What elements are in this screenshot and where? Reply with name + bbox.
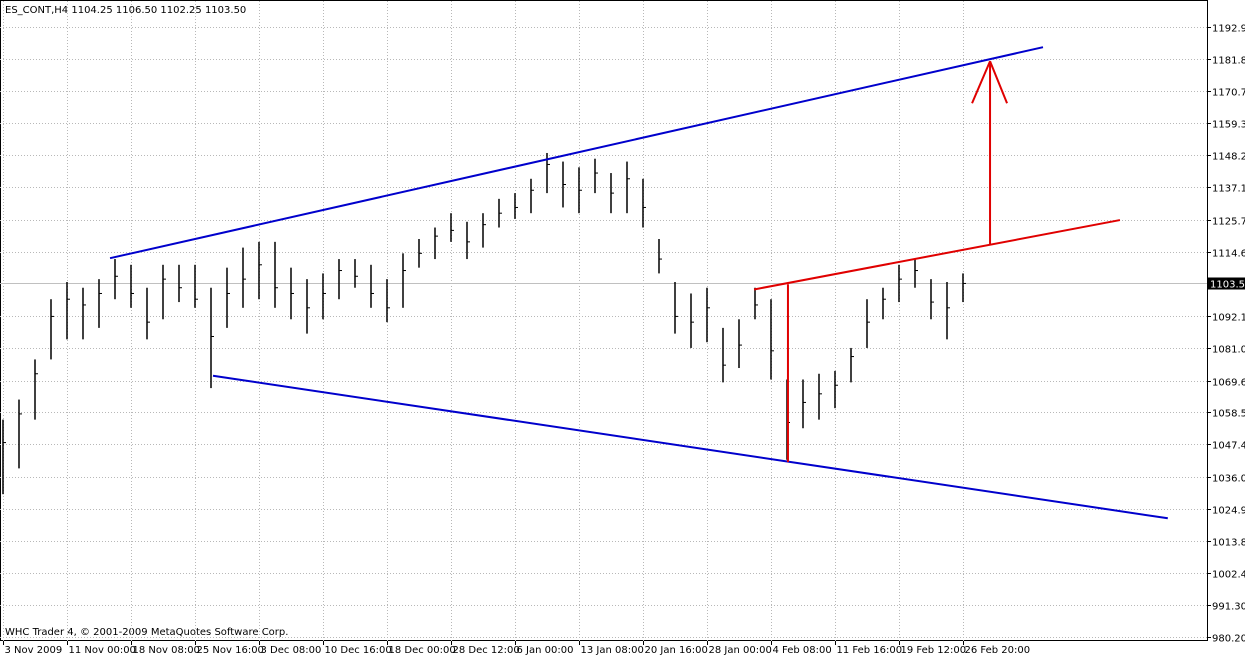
x-tick-label: 19 Feb 12:00 xyxy=(901,645,967,656)
x-tick-label: 11 Feb 16:00 xyxy=(837,645,903,656)
x-tick-label: 28 Dec 12:00 xyxy=(453,645,520,656)
x-tick-label: 4 Feb 08:00 xyxy=(773,645,832,656)
y-tick-label: 1137.10 xyxy=(1212,184,1245,195)
y-tick-label: 1024.90 xyxy=(1212,506,1245,517)
y-tick-label: 1181.80 xyxy=(1212,56,1245,67)
y-tick-label: 1002.40 xyxy=(1212,570,1245,581)
y-tick-label: 1170.70 xyxy=(1212,88,1245,99)
y-tick-label: 1125.70 xyxy=(1212,217,1245,228)
current-price-label: 1103.50 xyxy=(1210,280,1245,291)
x-tick-label: 25 Nov 16:00 xyxy=(197,645,264,656)
trend-line xyxy=(109,46,1044,260)
trend-line xyxy=(753,219,1121,291)
y-tick-label: 1092.10 xyxy=(1212,313,1245,324)
current-price-box xyxy=(1208,277,1245,290)
x-tick-label: 3 Nov 2009 xyxy=(5,645,63,656)
arrow-head xyxy=(989,60,1008,104)
x-tick-label: 6 Jan 00:00 xyxy=(517,645,574,656)
y-tick-label: 1013.80 xyxy=(1212,538,1245,549)
x-tick-label: 11 Nov 00:00 xyxy=(69,645,136,656)
chart-title: ES_CONT,H4 1104.25 1106.50 1102.25 1103.… xyxy=(5,5,246,16)
x-tick-label: 3 Dec 08:00 xyxy=(261,645,322,656)
y-tick-label: 1192.90 xyxy=(1212,24,1245,35)
y-tick-label: 1069.60 xyxy=(1212,378,1245,389)
x-tick-label: 28 Jan 00:00 xyxy=(709,645,772,656)
copyright: WHC Trader 4, © 2001-2009 MetaQuotes Sof… xyxy=(5,627,288,638)
y-tick-label: 1148.20 xyxy=(1212,152,1245,163)
y-tick-label: 1114.60 xyxy=(1212,249,1245,260)
y-tick-label: 1159.30 xyxy=(1212,120,1245,131)
y-tick-label: 980.20 xyxy=(1212,634,1245,645)
y-tick-label: 1058.50 xyxy=(1212,409,1245,420)
x-tick-label: 26 Feb 20:00 xyxy=(965,645,1031,656)
y-tick-label: 1081.00 xyxy=(1212,345,1245,356)
x-tick-label: 13 Jan 08:00 xyxy=(581,645,644,656)
x-tick-label: 18 Dec 00:00 xyxy=(389,645,456,656)
trend-line xyxy=(212,374,1168,520)
x-tick-label: 10 Dec 16:00 xyxy=(325,645,392,656)
y-tick-label: 991.30 xyxy=(1212,602,1245,613)
plot-frame xyxy=(0,0,1208,641)
arrow-head xyxy=(971,60,991,104)
y-tick-label: 1036.00 xyxy=(1212,474,1245,485)
x-tick-label: 20 Jan 16:00 xyxy=(645,645,708,656)
x-tick-label: 18 Nov 08:00 xyxy=(133,645,200,656)
y-tick-label: 1047.40 xyxy=(1212,441,1245,452)
